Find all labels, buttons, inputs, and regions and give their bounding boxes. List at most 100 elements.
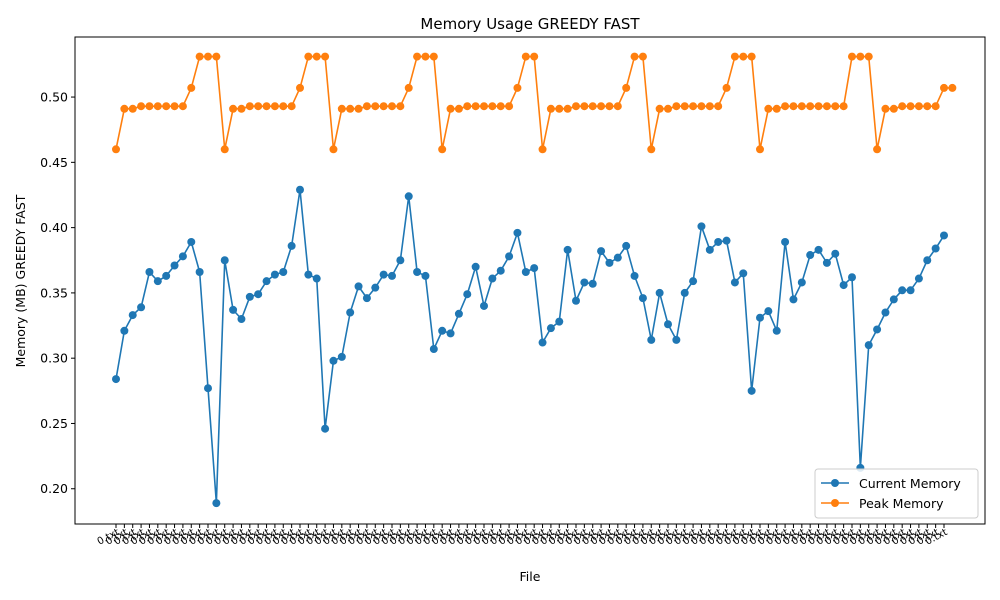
current-memory-point xyxy=(521,268,530,277)
current-memory-point xyxy=(137,303,146,312)
peak-memory-point xyxy=(454,104,463,113)
peak-memory-point xyxy=(822,102,831,111)
peak-memory-point xyxy=(898,102,907,111)
peak-memory-point xyxy=(362,102,371,111)
peak-memory-point xyxy=(337,104,346,113)
current-memory-point xyxy=(722,236,731,245)
x-axis-label: File xyxy=(520,569,541,584)
current-memory-point xyxy=(630,271,639,280)
series-line-current xyxy=(115,188,945,504)
current-memory-point xyxy=(112,375,120,384)
peak-memory-point xyxy=(864,52,873,61)
current-memory-point xyxy=(488,274,497,283)
peak-memory-point xyxy=(446,104,455,113)
x-axis: 0.txt0.txt0.txt0.txt0.txt0.txt0.txt0.txt… xyxy=(96,524,949,548)
current-memory-point xyxy=(689,277,698,286)
y-tick-label: 0.20 xyxy=(40,481,68,496)
peak-memory-point xyxy=(304,52,313,61)
current-memory-point xyxy=(789,295,798,304)
peak-memory-point xyxy=(153,102,162,111)
current-memory-point xyxy=(647,335,656,344)
peak-memory-point xyxy=(722,83,731,92)
peak-memory-point xyxy=(664,104,672,113)
peak-memory-point xyxy=(730,52,739,61)
peak-memory-point xyxy=(546,104,555,113)
legend-label-peak: Peak Memory xyxy=(859,496,944,511)
peak-memory-point xyxy=(588,102,597,111)
peak-memory-point xyxy=(572,102,580,111)
current-memory-point xyxy=(362,294,371,303)
current-memory-point xyxy=(379,270,388,279)
peak-memory-point xyxy=(530,52,539,61)
peak-memory-point xyxy=(622,83,631,92)
current-memory-point xyxy=(162,271,171,280)
current-memory-point xyxy=(848,273,856,282)
current-memory-point xyxy=(229,305,238,314)
current-memory-point xyxy=(764,307,773,316)
peak-memory-point xyxy=(521,52,530,61)
current-memory-point xyxy=(413,268,422,277)
peak-memory-point xyxy=(354,104,363,113)
current-memory-point xyxy=(170,261,179,270)
current-memory-point xyxy=(613,253,622,262)
peak-memory-point xyxy=(797,102,806,111)
peak-memory-point xyxy=(170,102,179,111)
current-memory-point xyxy=(346,308,355,317)
current-memory-point xyxy=(563,245,572,254)
current-memory-point xyxy=(513,228,522,237)
current-memory-point xyxy=(873,325,882,334)
peak-memory-point xyxy=(764,104,773,113)
peak-memory-point xyxy=(563,104,572,113)
current-memory-point xyxy=(304,270,313,279)
legend-marker-current xyxy=(831,479,839,487)
peak-memory-point xyxy=(806,102,815,111)
current-memory-point xyxy=(572,296,580,305)
peak-memory-point xyxy=(831,102,840,111)
current-memory-point xyxy=(555,317,564,326)
current-memory-point xyxy=(287,241,296,250)
current-memory-point xyxy=(672,335,681,344)
peak-memory-point xyxy=(848,52,856,61)
current-memory-point xyxy=(680,288,689,297)
current-memory-point xyxy=(329,356,338,365)
peak-memory-point xyxy=(689,102,698,111)
peak-memory-point xyxy=(555,104,564,113)
peak-memory-point xyxy=(647,145,656,154)
current-memory-point xyxy=(655,288,664,297)
peak-memory-point xyxy=(914,102,923,111)
peak-memory-point xyxy=(312,52,321,61)
peak-memory-point xyxy=(630,52,639,61)
peak-memory-point xyxy=(379,102,388,111)
current-memory-point xyxy=(597,247,606,256)
peak-memory-point xyxy=(923,102,932,111)
peak-memory-point xyxy=(906,102,915,111)
current-memory-point xyxy=(321,424,330,433)
current-memory-point xyxy=(270,270,279,279)
current-memory-point xyxy=(739,269,748,278)
peak-memory-point xyxy=(948,83,957,92)
current-memory-point xyxy=(889,295,898,304)
current-memory-point xyxy=(237,315,246,324)
peak-memory-point xyxy=(145,102,154,111)
peak-memory-point xyxy=(756,145,764,154)
peak-memory-point xyxy=(697,102,706,111)
peak-memory-point xyxy=(605,102,614,111)
current-memory-point xyxy=(354,282,363,291)
peak-memory-point xyxy=(856,52,865,61)
current-memory-point xyxy=(923,256,932,265)
peak-memory-point xyxy=(881,104,890,113)
peak-memory-point xyxy=(413,52,422,61)
y-tick-label: 0.35 xyxy=(40,285,68,300)
peak-memory-point xyxy=(321,52,330,61)
peak-memory-point xyxy=(178,102,187,111)
current-memory-point xyxy=(446,329,455,338)
series-layer xyxy=(112,52,957,508)
current-memory-point xyxy=(254,290,263,299)
peak-memory-point xyxy=(270,102,279,111)
peak-memory-point xyxy=(262,102,271,111)
peak-memory-point xyxy=(128,104,137,113)
peak-memory-point xyxy=(513,83,522,92)
current-memory-point xyxy=(337,352,346,361)
peak-memory-point xyxy=(839,102,848,111)
